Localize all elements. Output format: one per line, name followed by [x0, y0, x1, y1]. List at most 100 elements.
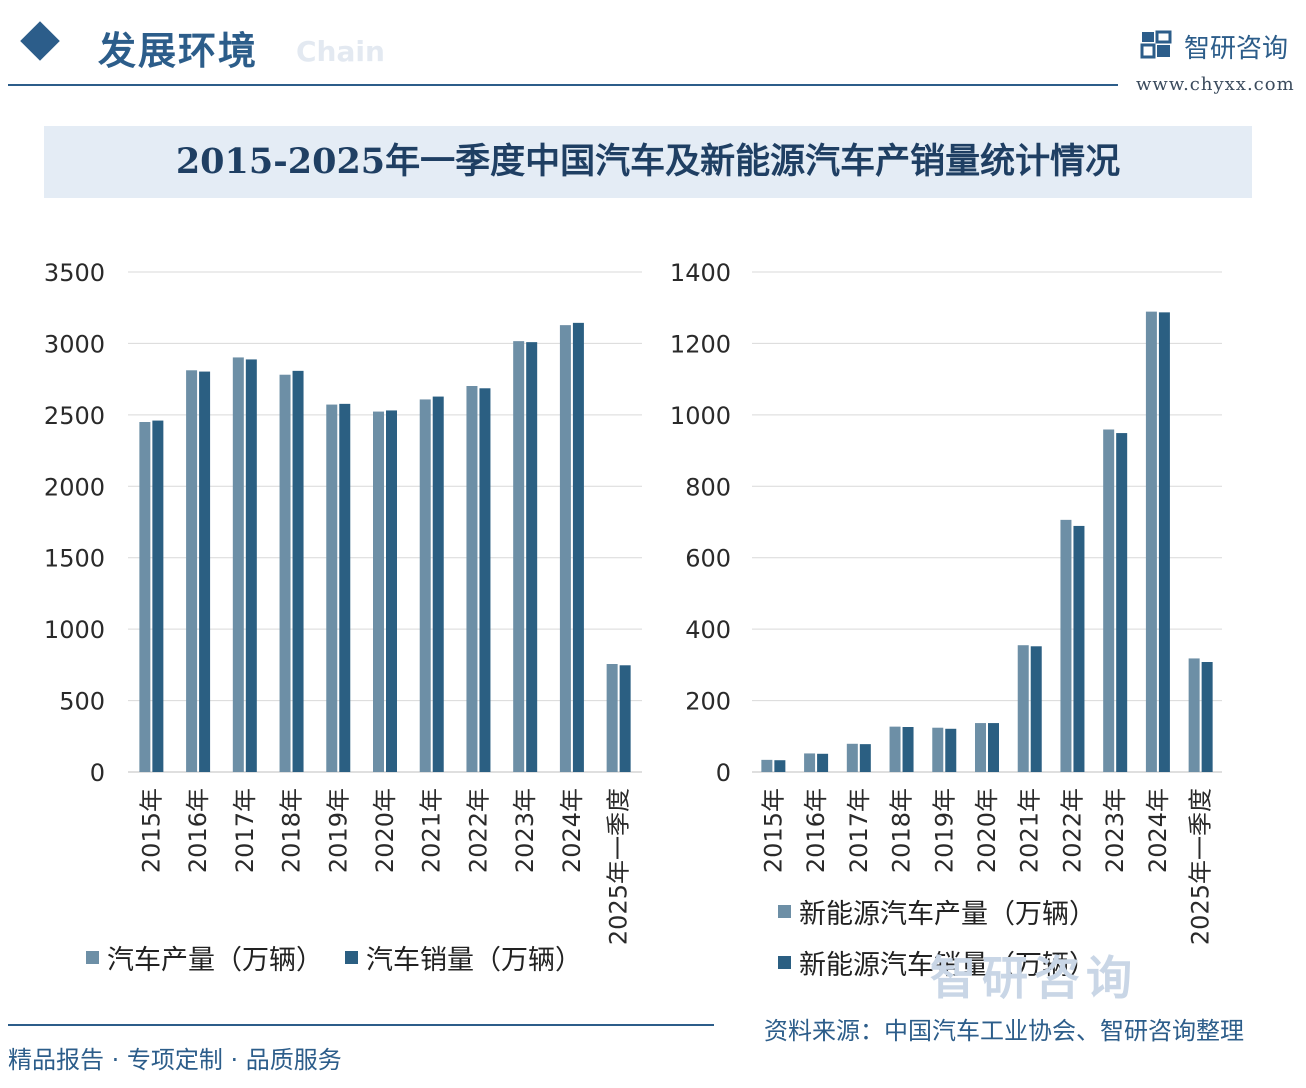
left-bar-production: [606, 664, 618, 772]
left-bar-sales: [526, 342, 538, 772]
right-bar-sales: [902, 727, 914, 772]
left-category-label: 2018年: [278, 788, 306, 873]
legend-item-sales: 汽车销量（万辆）: [345, 938, 582, 977]
left-y-tick-label: 3000: [44, 330, 105, 358]
right-category-label: 2018年: [888, 788, 916, 873]
right-category-label: 2019年: [930, 788, 958, 873]
right-bar-production: [975, 723, 986, 772]
brand-logo-icon: [1140, 30, 1172, 59]
legend-item-nev-production: 新能源汽车产量（万辆）: [778, 892, 1096, 931]
left-category-label: 2020年: [371, 788, 399, 873]
watermark-logo: 智研咨询: [930, 951, 1138, 1005]
legend-swatch-sales: [345, 951, 358, 964]
left-chart-legend: 汽车产量（万辆） 汽车销量（万辆）: [86, 938, 604, 977]
legend-label-nev-sales: 新能源汽车销量（万辆）: [799, 950, 1096, 981]
legend-swatch-nev-production: [778, 905, 791, 918]
left-bar-sales: [199, 371, 211, 772]
section-title: 发展环境: [98, 28, 259, 73]
right-bar-sales: [1116, 433, 1128, 772]
source-note: 资料来源：中国汽车工业协会、智研咨询整理: [764, 1017, 1244, 1045]
left-bar-production: [513, 341, 525, 772]
right-category-label: 2024年: [1144, 788, 1172, 873]
right-y-tick-label: 1200: [670, 330, 731, 358]
right-bar-production: [932, 727, 944, 772]
left-bar-sales: [432, 396, 444, 772]
right-category-label: 2015年: [759, 788, 787, 873]
right-y-tick-label: 600: [685, 545, 731, 573]
left-bar-sales: [386, 410, 397, 772]
title-band: [44, 126, 1252, 198]
right-bar-production: [1103, 429, 1115, 772]
right-bar-sales: [945, 728, 957, 772]
right-bar-sales: [774, 760, 786, 772]
right-bar-production: [1017, 645, 1029, 772]
chart-title: 2015-2025年一季度中国汽车及新能源汽车产销量统计情况: [175, 141, 1121, 182]
right-y-tick-label: 1000: [670, 402, 731, 430]
left-y-tick-label: 3500: [44, 259, 105, 287]
left-bar-production: [559, 325, 571, 772]
left-bar-sales: [619, 665, 631, 772]
left-bar-sales: [245, 359, 257, 772]
right-category-label: 2017年: [845, 788, 873, 873]
left-category-label: 2025年一季度: [605, 788, 633, 945]
right-bar-sales: [817, 753, 829, 772]
legend-item-nev-sales: 新能源汽车销量（万辆）: [778, 943, 1096, 982]
left-category-label: 2023年: [511, 788, 539, 873]
right-chart-legend: 新能源汽车产量（万辆） 新能源汽车销量（万辆）: [778, 892, 1118, 982]
brand-url: www.chyxx.com: [1136, 74, 1295, 95]
left-chart: 0 500 1000 1500 2000 2500 3000 3500 2015年 2016年 20…: [44, 259, 642, 945]
right-category-label: 2023年: [1101, 788, 1129, 873]
right-bar-production: [1060, 519, 1072, 772]
right-bar-production: [1188, 658, 1200, 772]
left-y-tick-label: 0: [90, 759, 105, 787]
legend-item-production: 汽车产量（万辆）: [86, 938, 323, 977]
legend-swatch-nev-sales: [778, 956, 791, 969]
right-y-tick-label: 200: [685, 688, 731, 716]
right-bar-sales: [1158, 312, 1170, 772]
left-bar-sales: [292, 370, 304, 772]
right-bar-production: [846, 743, 858, 772]
left-bar-production: [139, 422, 151, 772]
left-bar-production: [186, 370, 198, 772]
right-category-label: 2025年一季度: [1187, 788, 1215, 945]
right-y-tick-label: 1400: [670, 259, 731, 287]
header-divider: [8, 84, 1118, 86]
left-category-label: 2019年: [324, 788, 352, 873]
left-category-label: 2024年: [558, 788, 586, 873]
right-y-tick-label: 0: [716, 759, 731, 787]
footer-divider: [8, 1024, 714, 1026]
right-bar-sales: [988, 723, 999, 772]
left-y-tick-label: 1000: [44, 616, 105, 644]
right-bar-production: [761, 759, 773, 772]
left-bar-production: [232, 357, 244, 772]
left-y-tick-label: 2000: [44, 473, 105, 501]
left-bar-production: [419, 399, 431, 772]
right-bar-sales: [1073, 525, 1085, 772]
left-bar-production: [326, 404, 338, 772]
legend-label-production: 汽车产量（万辆）: [107, 945, 323, 976]
right-bar-production: [1145, 311, 1157, 772]
right-y-tick-label: 400: [685, 616, 731, 644]
legend-label-nev-production: 新能源汽车产量（万辆）: [799, 899, 1096, 930]
right-bar-sales: [1030, 646, 1042, 772]
left-category-label: 2017年: [231, 788, 259, 873]
left-bar-production: [466, 386, 478, 772]
footer-slogan: 精品报告 · 专项定制 · 品质服务: [8, 1046, 342, 1074]
left-category-label: 2015年: [137, 788, 165, 873]
right-bar-sales: [1201, 662, 1213, 772]
right-category-label: 2021年: [1016, 788, 1044, 873]
left-y-tick-label: 1500: [44, 545, 105, 573]
right-bar-sales: [859, 744, 871, 772]
left-y-tick-label: 2500: [44, 402, 105, 430]
legend-label-sales: 汽车销量（万辆）: [366, 945, 582, 976]
right-bar-production: [889, 726, 901, 772]
right-category-label: 2016年: [802, 788, 830, 873]
right-bar-production: [804, 753, 816, 772]
section-subtitle: Chain: [296, 35, 385, 68]
left-bar-sales: [152, 420, 164, 772]
left-bar-sales: [572, 322, 584, 772]
left-category-label: 2016年: [184, 788, 212, 873]
left-bar-sales: [339, 403, 351, 772]
right-category-label: 2020年: [973, 788, 1001, 873]
